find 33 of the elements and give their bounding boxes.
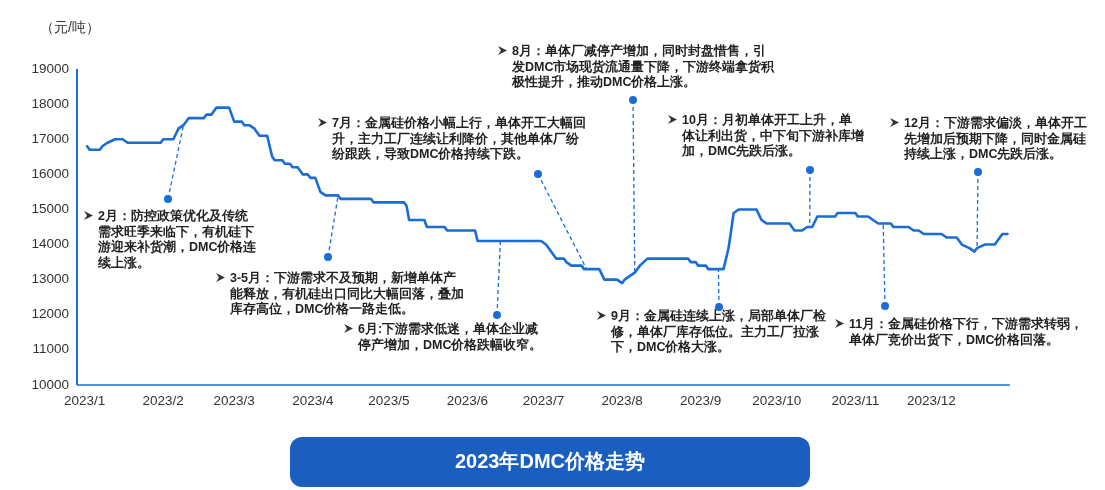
x-tick-label: 2023/2 bbox=[142, 393, 184, 408]
x-tick-label: 2023/12 bbox=[907, 393, 956, 408]
y-tick-label: 10000 bbox=[31, 376, 69, 392]
annotation: 10月：月初单体开工上升，单体让利出货，中下旬下游补库增加，DMC先跌后涨。 bbox=[681, 112, 864, 158]
y-tick-label: 13000 bbox=[31, 271, 69, 287]
annotation: 12月：下游需求偏淡，单体开工先增加后预期下降，同时金属硅持续上涨，DMC先跌后涨。 bbox=[903, 115, 1087, 161]
x-tick-label: 2023/7 bbox=[522, 393, 565, 408]
annotation: 6月:下游需求低迷，单体企业减停产增加，DMC价格跌幅收窄。 bbox=[357, 321, 543, 352]
x-tick-label: 2023/8 bbox=[601, 393, 643, 408]
annotation: 11月：金属硅价格下行，下游需求转弱，单体厂竞价出货下，DMC价格回落。 bbox=[848, 316, 1084, 347]
x-tick-label: 2023/6 bbox=[446, 393, 489, 408]
annotation: 3-5月：下游需求不及预期，新增单体产能释放，有机硅出口同比大幅回落，叠加库存高位，DMC价格一路走低。 bbox=[229, 270, 464, 316]
x-tick-label: 2023/3 bbox=[213, 393, 255, 408]
y-tick-label: 19000 bbox=[31, 60, 69, 76]
text: 2023年DMC价格走势 bbox=[454, 450, 646, 473]
y-axis-title: （元/吨） bbox=[40, 19, 100, 35]
y-tick-label: 15000 bbox=[31, 201, 69, 217]
x-tick-label: 2023/5 bbox=[368, 393, 410, 408]
y-tick-label: 12000 bbox=[31, 306, 69, 322]
annotation: 8月：单体厂减停产增加，同时封盘惜售，引发DMC市场现货流通量下降，下游终端拿货积极性提升，推动DMC价格上涨。 bbox=[511, 43, 776, 89]
x-tick-label: 2023/9 bbox=[680, 393, 722, 408]
y-tick-label: 17000 bbox=[31, 130, 69, 146]
y-tick-label: 11000 bbox=[32, 341, 69, 357]
annotation: 9月：金属硅连续上涨，局部单体厂检修，单体厂库存低位。主力工厂拉涨下，DMC价格大涨。 bbox=[610, 308, 827, 354]
y-tick-label: 14000 bbox=[31, 236, 69, 252]
annotation: 2月：防控政策优化及传统需求旺季来临下，有机硅下游迎来补货潮，DMC价格连续上涨。 bbox=[97, 208, 258, 270]
x-tick-label: 2023/11 bbox=[831, 393, 880, 408]
x-tick-label: 2023/1 bbox=[63, 393, 106, 408]
y-tick-label: 18000 bbox=[31, 95, 69, 111]
x-tick-label: 2023/4 bbox=[292, 393, 334, 408]
x-tick-label: 2023/10 bbox=[752, 393, 802, 408]
annotation: 7月：金属硅价格小幅上行，单体开工大幅回升，主力工厂连续让利降价，其他单体厂纷纷跟跌，导致DMC价格持续下跌。 bbox=[331, 115, 586, 161]
y-tick-label: 16000 bbox=[31, 165, 69, 181]
